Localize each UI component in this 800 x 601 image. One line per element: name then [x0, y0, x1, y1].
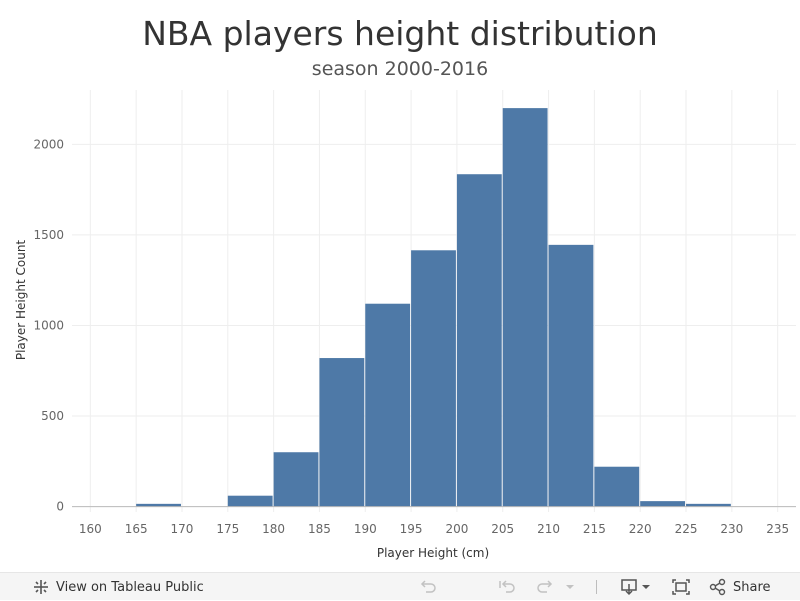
x-tick-label: 165	[125, 522, 148, 536]
download-button[interactable]	[620, 573, 654, 601]
x-tick-label: 180	[262, 522, 285, 536]
undo-button[interactable]	[418, 573, 438, 601]
tableau-logo-icon	[34, 580, 48, 594]
histogram-bar	[502, 108, 548, 507]
histogram-bar	[319, 358, 365, 507]
download-icon	[621, 579, 650, 596]
toolbar-separator	[596, 580, 597, 594]
redo-icon	[537, 580, 553, 593]
undo-icon	[420, 580, 436, 593]
x-tick-label: 235	[766, 522, 789, 536]
y-tick-label: 1500	[33, 228, 64, 242]
histogram-bar	[411, 250, 456, 507]
y-axis-label: Player Height Count	[14, 239, 28, 361]
histogram-bar	[227, 495, 273, 507]
x-tick-label: 190	[354, 522, 377, 536]
histogram-bar	[273, 452, 319, 507]
redo-dropdown[interactable]	[565, 573, 575, 601]
tableau-toolbar: View on Tableau Public	[0, 572, 800, 600]
y-tick-label: 1000	[33, 318, 64, 332]
redo-button[interactable]	[535, 573, 555, 601]
x-axis-label: Player Height (cm)	[376, 546, 490, 560]
chevron-down-icon	[566, 585, 574, 589]
fullscreen-icon	[672, 579, 690, 595]
x-tick-label: 205	[491, 522, 514, 536]
y-tick-label: 2000	[33, 137, 64, 151]
chart-subtitle: season 2000-2016	[311, 58, 489, 80]
histogram-bar	[594, 466, 640, 507]
y-tick-label: 0	[56, 500, 64, 514]
x-tick-label: 230	[720, 522, 743, 536]
x-tick-label: 195	[400, 522, 423, 536]
histogram-bar	[686, 503, 731, 507]
share-icon	[709, 578, 726, 596]
x-tick-label: 225	[675, 522, 698, 536]
share-label: Share	[733, 579, 771, 595]
fullscreen-button[interactable]	[671, 573, 691, 601]
x-tick-label: 200	[445, 522, 468, 536]
histogram-chart: 0 500 1000 1500 2000 160 165 170 175 180 185 190 195…	[33, 90, 796, 536]
x-tick-label: 215	[583, 522, 606, 536]
x-tick-label: 160	[79, 522, 102, 536]
x-tick-label: 170	[171, 522, 194, 536]
histogram-bar	[640, 501, 686, 507]
chart-title: NBA players height distribution	[142, 14, 658, 53]
view-on-tableau-label: View on Tableau Public	[56, 579, 204, 595]
share-button[interactable]: Share	[709, 573, 771, 601]
histogram-bar	[136, 503, 181, 507]
y-tick-label: 500	[41, 409, 64, 423]
x-tick-label: 220	[629, 522, 652, 536]
histogram-bar	[548, 244, 594, 507]
x-tick-label: 175	[216, 522, 239, 536]
x-tick-label: 210	[537, 522, 560, 536]
view-on-tableau-link[interactable]: View on Tableau Public	[32, 573, 204, 601]
histogram-bar	[365, 303, 411, 507]
revert-icon	[499, 580, 515, 593]
x-tick-label: 185	[308, 522, 331, 536]
revert-button[interactable]	[497, 573, 517, 601]
histogram-bar	[456, 174, 502, 507]
